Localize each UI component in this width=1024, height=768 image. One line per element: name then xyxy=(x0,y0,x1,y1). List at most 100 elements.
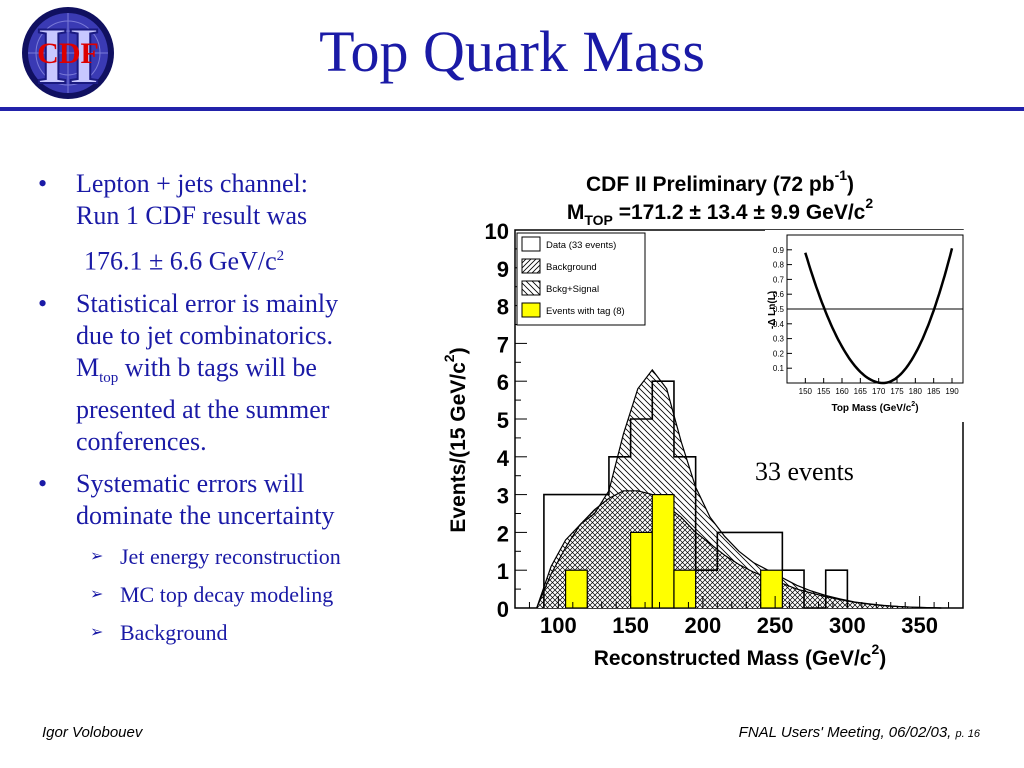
legend-label: Bckg+Signal xyxy=(546,284,599,295)
mtop-symbol: M xyxy=(76,352,100,382)
bullet-item: • Statistical error is mainly due to jet… xyxy=(38,288,438,458)
inset-y-tick-label: 0.1 xyxy=(773,364,785,373)
slide-title: Top Quark Mass xyxy=(319,19,705,84)
legend-label: Background xyxy=(546,262,597,273)
legend-label: Data (33 events) xyxy=(546,240,616,251)
x-tick-label: 200 xyxy=(685,613,722,638)
inset-y-tick-label: 0.3 xyxy=(773,335,785,344)
x-tick-label: 300 xyxy=(829,613,866,638)
logo-text: CDF xyxy=(37,37,99,70)
y-tick-label: 6 xyxy=(497,370,509,395)
bullet-text: dominate the uncertainty xyxy=(76,500,335,530)
footer-meeting-text: FNAL Users' Meeting, 06/02/03, xyxy=(738,724,952,741)
y-tick-label: 10 xyxy=(485,219,509,244)
legend: Data (33 events) Background Bckg+Signal Eve… xyxy=(516,232,646,326)
y-tick-label: 7 xyxy=(497,332,509,357)
sub-bullet-item: ➢ Background xyxy=(38,614,438,652)
tagged-bar xyxy=(564,569,588,609)
y-tick-label: 2 xyxy=(497,521,509,546)
run1-result-value: 176.1 ± 6.6 GeV/c2 xyxy=(76,240,438,278)
sub-bullet-text: MC top decay modeling xyxy=(120,581,334,607)
bullet-text-part: with b tags will be xyxy=(118,352,317,382)
inset-x-label: Top Mass (GeV/c2) xyxy=(831,401,918,414)
tagged-bar xyxy=(651,494,675,609)
bullet-text: Lepton + jets channel: xyxy=(76,169,308,198)
annotation-33-events: 33 events xyxy=(755,457,854,486)
inset-y-tick-label: 0.7 xyxy=(773,275,785,284)
tagged-bar xyxy=(760,569,783,609)
chart-title-line1: CDF II Preliminary (72 pb-1) xyxy=(586,167,854,196)
inset-x-tick-label: 170 xyxy=(872,387,886,396)
footer-page-number: p. 16 xyxy=(955,728,980,740)
bullet-dot-icon: • xyxy=(38,169,48,198)
bullet-text: presented at the summer xyxy=(76,394,330,424)
arrow-bullet-icon: ➢ xyxy=(90,585,104,603)
inset-x-tick-label: 190 xyxy=(945,387,959,396)
x-tick-label: 250 xyxy=(757,613,794,638)
inset-x-tick-label: 155 xyxy=(817,387,831,396)
legend-swatch xyxy=(521,236,541,252)
inset-y-label: -Δ Ln(L) xyxy=(767,291,778,329)
y-tick-label: 8 xyxy=(497,295,509,320)
inset-y-tick-label: 0.6 xyxy=(773,290,785,299)
sub-bullet-item: ➢ Jet energy reconstruction xyxy=(38,538,438,576)
inset-x-tick-label: 185 xyxy=(927,387,941,396)
sub-bullet-list: ➢ Jet energy reconstruction ➢ MC top decay… xyxy=(38,538,438,652)
logo-roman: II xyxy=(36,10,100,101)
legend-label: Events with tag (8) xyxy=(546,306,625,317)
y-tick-label: 0 xyxy=(497,597,509,622)
inset-y-tick-label: 0.9 xyxy=(773,246,785,255)
bullet-item: • Systematic errors will dominate the un… xyxy=(38,468,438,532)
bullet-list: • Lepton + jets channel: Run 1 CDF resul… xyxy=(38,168,438,652)
top-mass-histogram: CDF II Preliminary (72 pb-1) MTOP =171.2… xyxy=(441,167,970,670)
chart-title-line2: MTOP =171.2 ± 13.4 ± 9.9 GeV/c2 xyxy=(567,195,874,228)
sub-bullet-text: Jet energy reconstruction xyxy=(120,543,341,569)
y-tick-label: 3 xyxy=(497,484,509,509)
bullet-item: • Lepton + jets channel: Run 1 CDF resul… xyxy=(38,168,438,278)
bullet-text: Run 1 CDF result was xyxy=(76,201,308,230)
sub-bullet-text: Background xyxy=(120,619,228,645)
inset-y-tick-label: 0.8 xyxy=(773,261,785,270)
inset-x-tick-label: 160 xyxy=(835,387,849,396)
data-histogram xyxy=(543,380,849,609)
bullet-text: Mtop with b tags will be xyxy=(76,352,438,394)
footer-author: Igor Volobouev xyxy=(42,724,143,741)
title-divider xyxy=(0,107,1024,111)
inset-x-label-sup: 2 xyxy=(911,401,915,408)
legend-swatch xyxy=(521,302,541,318)
y-tick-label: 5 xyxy=(497,408,509,433)
arrow-bullet-icon: ➢ xyxy=(90,547,104,565)
inset-y-tick-label: 0.4 xyxy=(773,320,785,329)
tagged-bar xyxy=(673,569,697,609)
bullet-text: due to jet combinatorics. xyxy=(76,320,334,350)
y-tick-label: 1 xyxy=(497,559,509,584)
y-tick-label: 9 xyxy=(497,257,509,282)
bullet-text: conferences. xyxy=(76,426,207,456)
footer-meeting: FNAL Users' Meeting, 06/02/03, p. 16 xyxy=(739,724,980,741)
likelihood-inset: 0.1 0.2 0.3 0.4 0.5 0.6 0.7 0.8 0.9 150 155 160 165 1… xyxy=(765,230,970,422)
result-value-text: 176.1 ± 6.6 GeV/c xyxy=(84,246,277,276)
inset-x-label-end: ) xyxy=(915,403,918,414)
sub-bullet-item: ➢ MC top decay modeling xyxy=(38,576,438,614)
legend-swatch xyxy=(521,258,541,274)
result-value-sup: 2 xyxy=(276,248,285,264)
inset-x-tick-label: 175 xyxy=(890,387,904,396)
bullet-dot-icon: • xyxy=(38,468,48,498)
inset-y-tick-label: 0.5 xyxy=(773,305,785,314)
arrow-bullet-icon: ➢ xyxy=(90,623,104,641)
bullet-dot-icon: • xyxy=(38,288,48,318)
bullet-text: Statistical error is mainly xyxy=(76,288,339,318)
inset-x-label-text: Top Mass (GeV/c xyxy=(831,403,911,414)
legend-swatch xyxy=(521,280,541,296)
main-plot-area: 0 1 2 3 4 5 6 7 8 9 10 100 150 200 250 300 350 Data (33 e… xyxy=(485,219,964,638)
inset-x-tick-label: 165 xyxy=(854,387,868,396)
inset-y-tick-label: 0.2 xyxy=(773,349,785,358)
cdf-logo: II CDF xyxy=(22,7,114,101)
mtop-subscript: top xyxy=(99,369,119,386)
y-axis-label: Events/(15 GeV/c2) xyxy=(441,347,470,532)
x-tick-label: 100 xyxy=(540,613,577,638)
x-axis-label: Reconstructed Mass (GeV/c2) xyxy=(594,641,887,670)
inset-x-tick-label: 150 xyxy=(799,387,813,396)
inset-x-tick-label: 180 xyxy=(909,387,923,396)
y-tick-label: 4 xyxy=(497,446,510,471)
